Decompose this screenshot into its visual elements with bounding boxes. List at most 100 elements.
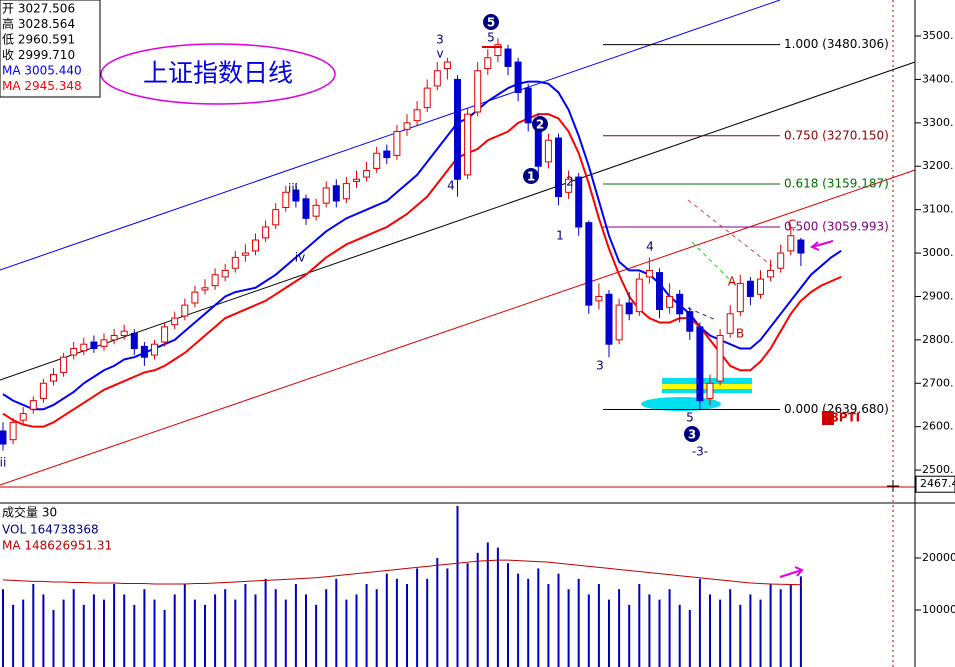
candle-body xyxy=(736,282,744,313)
trend-line xyxy=(0,169,916,486)
y-tick-label: 20000 xyxy=(922,551,955,564)
candle-body xyxy=(9,421,17,441)
candle-body xyxy=(656,272,663,310)
ma-legend: MA 3005.440 xyxy=(2,64,82,78)
candle-body xyxy=(100,339,108,347)
volume-bar xyxy=(325,589,328,667)
candle-body xyxy=(151,343,158,356)
candle-body xyxy=(393,131,401,156)
volume-bar xyxy=(12,604,15,667)
label-box xyxy=(822,411,834,425)
volume-bar xyxy=(557,573,560,667)
volume-bar xyxy=(42,594,45,667)
candle-body xyxy=(90,341,98,350)
wave-circle xyxy=(523,168,539,184)
candle-body xyxy=(140,345,148,358)
volume-bar xyxy=(577,578,580,667)
candle-body xyxy=(292,189,300,202)
candle-body xyxy=(464,113,472,176)
volume-bar xyxy=(143,589,146,667)
candle-body xyxy=(615,304,623,341)
candle-body xyxy=(373,152,381,169)
fib-label: 1.000 (3480.306) xyxy=(784,37,889,51)
info-box xyxy=(0,0,101,98)
candle-body xyxy=(110,335,118,341)
volume-bar xyxy=(719,599,722,667)
volume-bar xyxy=(547,584,550,667)
volume-bar xyxy=(587,594,590,667)
candle-body xyxy=(757,278,764,295)
fib-label: 0.750 (3270.150) xyxy=(784,128,889,142)
arrow xyxy=(810,241,820,251)
volume-bar xyxy=(698,578,701,667)
candle-body xyxy=(575,176,583,228)
candle-body xyxy=(706,382,714,399)
candle-body xyxy=(433,70,441,87)
candle-body xyxy=(635,278,643,313)
wave-label: 5 xyxy=(487,16,495,30)
candle-body xyxy=(70,348,78,356)
volume-bar xyxy=(365,584,368,667)
candle-body xyxy=(231,256,239,269)
candle-body xyxy=(686,311,694,332)
volume-bar xyxy=(517,573,520,667)
volume-bar xyxy=(638,584,641,667)
candle-body xyxy=(322,187,330,204)
candle-body xyxy=(211,274,219,287)
volume-bar xyxy=(214,594,217,667)
volume-bar xyxy=(163,610,166,667)
volume-bar xyxy=(779,589,782,667)
volume-bar xyxy=(416,568,419,667)
cross-marks xyxy=(687,307,717,321)
candle-body xyxy=(29,400,37,410)
y-tick-label: 2800. xyxy=(922,333,954,346)
wave-label: 5 xyxy=(487,31,495,45)
volume-bar xyxy=(567,589,570,667)
volume-bar xyxy=(355,594,358,667)
fib-label: 0.000 (2639.680) xyxy=(784,402,889,416)
candle-body xyxy=(716,335,724,382)
volume-bar xyxy=(709,594,711,667)
volume-bar xyxy=(123,594,126,667)
volume-bar xyxy=(335,578,338,667)
volume-bar xyxy=(527,578,530,667)
title-ellipse xyxy=(100,43,336,105)
volume-bar xyxy=(658,599,661,667)
volume-bar xyxy=(759,599,762,667)
candle-body xyxy=(332,185,340,202)
volume-bar xyxy=(224,589,227,667)
volume-bar xyxy=(668,589,671,667)
candle-body xyxy=(50,374,57,382)
wave-label: 3 xyxy=(688,428,696,442)
candle-body xyxy=(454,78,461,180)
wave-circle xyxy=(684,426,700,442)
trend-line xyxy=(0,61,916,381)
volume-bar xyxy=(436,558,439,667)
arrow xyxy=(811,240,834,248)
candle-body xyxy=(39,382,47,399)
volume-bar xyxy=(406,584,408,667)
volume-bar xyxy=(385,573,388,667)
wave-label: 1 xyxy=(556,229,564,243)
volume-bar xyxy=(284,599,287,667)
volume-bar xyxy=(234,599,237,667)
candle-body xyxy=(171,317,179,326)
candle-body xyxy=(302,198,310,219)
wave-label: 2 xyxy=(536,118,544,132)
volume-bar xyxy=(678,604,681,667)
wave-label: 4 xyxy=(447,179,455,193)
candle-body xyxy=(797,239,805,254)
candle-body xyxy=(565,178,573,193)
y-tick-label: 3200. xyxy=(922,159,954,172)
candle-body xyxy=(19,413,27,421)
candle-body xyxy=(262,226,270,239)
wave-label: 3 xyxy=(436,33,444,47)
volume-bar xyxy=(749,594,752,667)
volume-title: 成交量 30 xyxy=(2,505,57,520)
candle-body xyxy=(514,61,522,93)
volume-bar xyxy=(507,563,509,667)
candle-body xyxy=(443,61,451,70)
candle-body xyxy=(645,269,653,278)
volume-bar xyxy=(729,589,732,667)
wave-label: 5 xyxy=(686,411,694,425)
